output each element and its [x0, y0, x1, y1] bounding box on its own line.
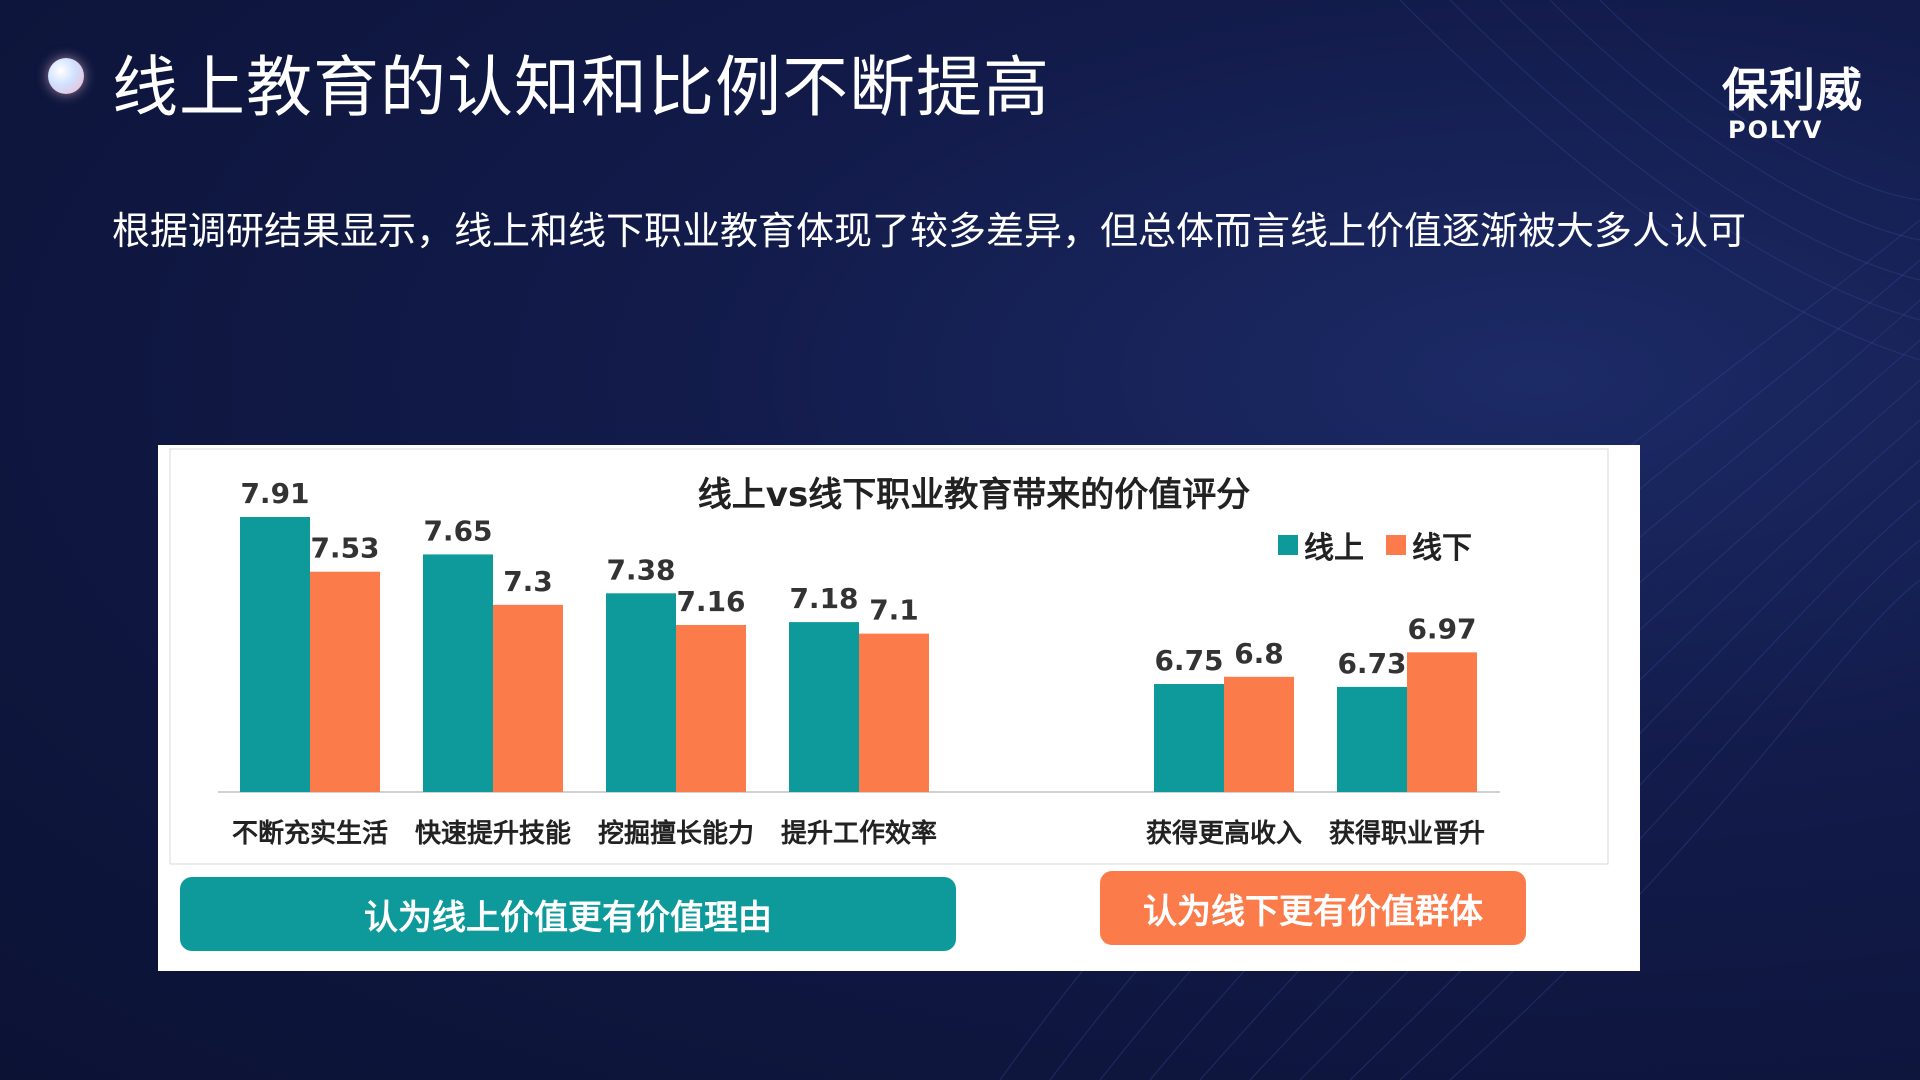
bar-offline [310, 571, 380, 792]
category-label: 获得更高收入 [1146, 818, 1302, 849]
chart-panel: 7.91 7.53 不断充实生活 7.65 7.3 快速提升技能 7.38 7.16 挖掘擅长能… [158, 445, 1640, 971]
data-label: 7.65 [423, 514, 492, 547]
offline-group-button[interactable]: 认为线下更有价值群体 [1100, 871, 1526, 945]
logo-text-en: POLYV [1728, 116, 1824, 144]
bar-offline [1407, 652, 1477, 792]
legend-label-online: 线上 [1304, 531, 1364, 566]
chart-legend: 线上 线下 [1278, 523, 1472, 567]
data-label: 7.91 [240, 477, 309, 510]
bar-chart: 7.917.53 不断充实生活 7.65 7.3 快速提升技能 7.387.16 挖掘擅长能… [169, 448, 1609, 865]
data-label: 6.97 [1407, 612, 1476, 645]
data-label: 7.53 [310, 532, 379, 565]
data-label: 6.73 [1337, 647, 1406, 680]
bar-offline [676, 624, 746, 792]
bar-online [240, 517, 310, 792]
legend-swatch-offline [1386, 535, 1406, 555]
legend-item-offline: 线下 [1386, 523, 1472, 567]
data-label: 6.8 [1234, 637, 1284, 670]
bar-online [789, 622, 859, 792]
polyv-logo: 保利威 POLYV [1722, 64, 1863, 144]
bar-online [1337, 686, 1407, 792]
data-label: 7.1 [869, 594, 919, 627]
chart-title: 线上vs线下职业教育带来的价值评分 [697, 475, 1251, 515]
bar-offline [859, 633, 929, 792]
data-label: 6.75 [1154, 644, 1223, 677]
category-label: 获得职业晋升 [1329, 819, 1485, 849]
category-label: 快速提升技能 [415, 818, 571, 849]
page-title: 线上教育的认知和比例不断提高 [112, 49, 1050, 126]
data-label: 7.3 [503, 565, 553, 598]
data-label: 7.38 [606, 553, 675, 586]
category-label: 挖掘擅长能力 [598, 818, 754, 849]
bar-online [1154, 684, 1224, 792]
online-reason-button[interactable]: 认为线上价值更有价值理由 [180, 877, 956, 951]
category-label: 提升工作效率 [781, 818, 937, 849]
bar-offline [493, 604, 563, 792]
bar-online [606, 593, 676, 792]
page-subtitle: 根据调研结果显示，线上和线下职业教育体现了较多差异，但总体而言线上价值逐渐被大多… [112, 209, 1747, 253]
bar-online [423, 554, 493, 792]
legend-label-offline: 线下 [1412, 531, 1472, 566]
category-label: 不断充实生活 [232, 818, 388, 849]
legend-item-online: 线上 [1278, 523, 1364, 567]
data-label: 7.18 [789, 582, 858, 615]
logo-text-cn: 保利威 [1722, 63, 1863, 117]
legend-swatch-online [1278, 535, 1298, 555]
title-bullet-dot [48, 58, 84, 94]
bar-offline [1224, 676, 1294, 792]
chart-frame [169, 448, 1609, 865]
data-label: 7.16 [676, 585, 745, 618]
